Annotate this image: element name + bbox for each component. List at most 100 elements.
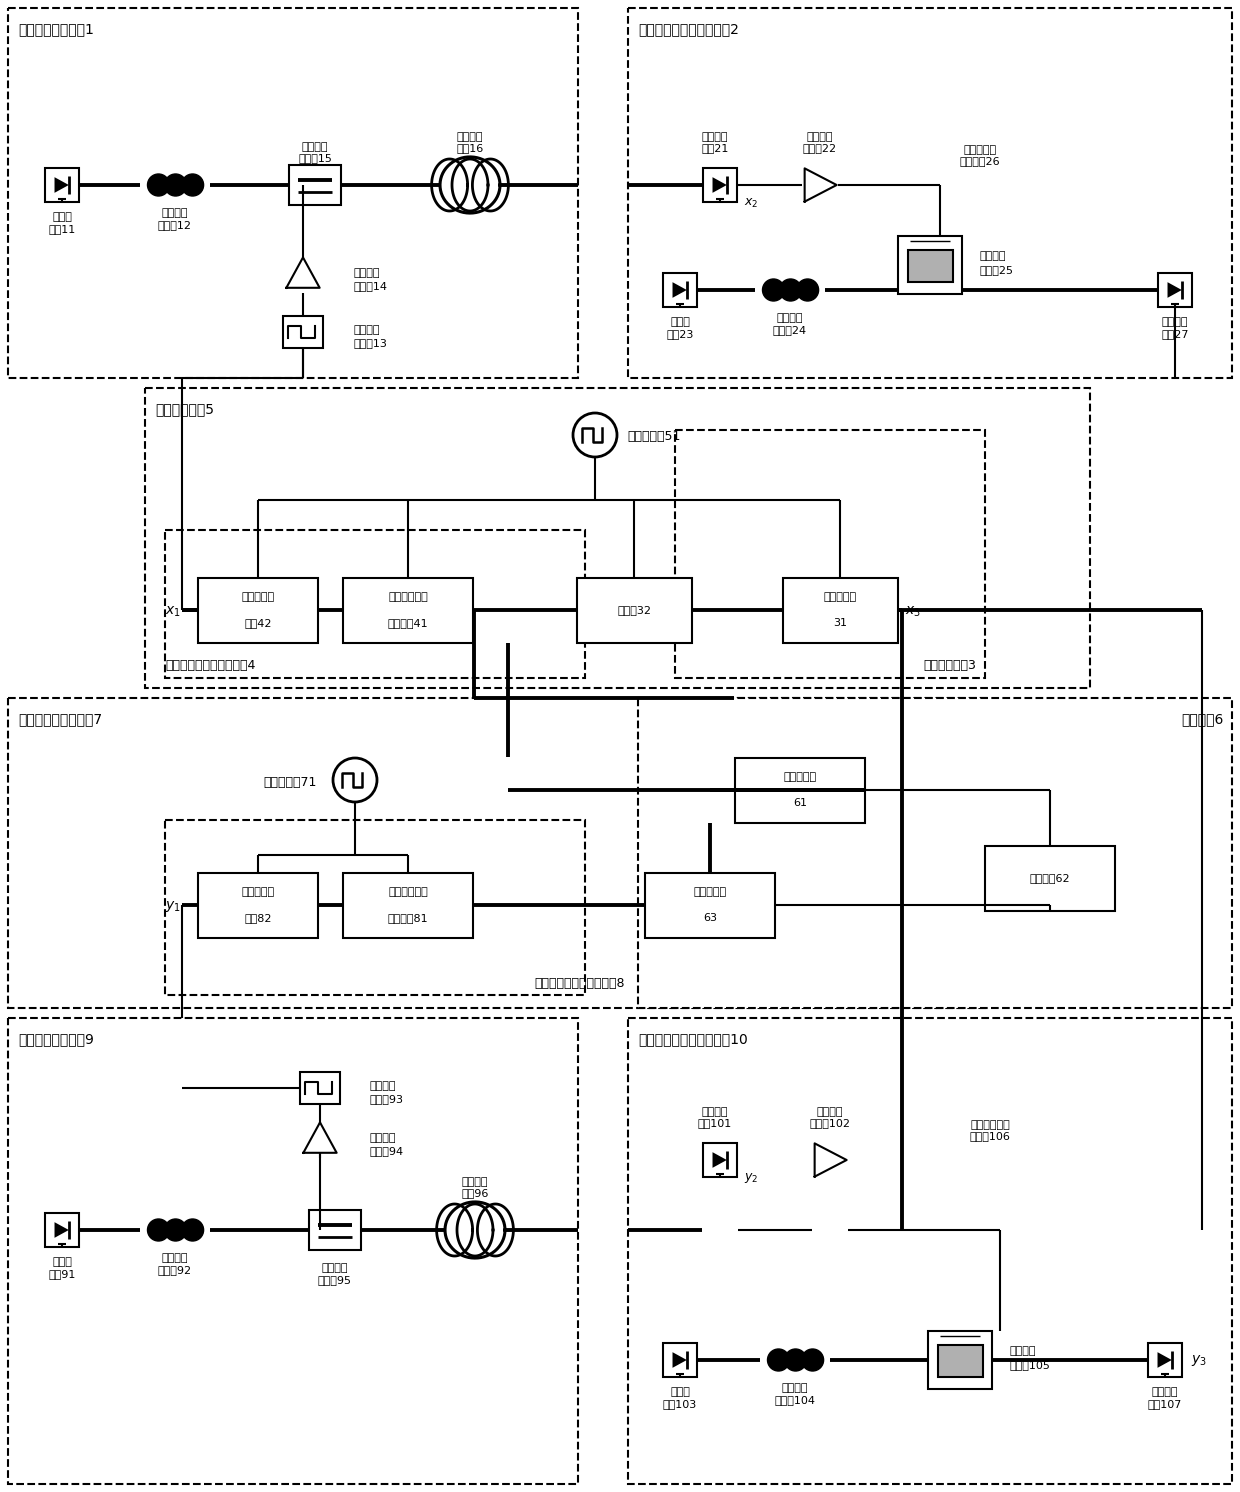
- Text: 第二数模转换模块9: 第二数模转换模块9: [19, 1032, 94, 1046]
- Bar: [145, 388, 1090, 688]
- Bar: [663, 273, 697, 307]
- Bar: [663, 1343, 697, 1377]
- Circle shape: [165, 1219, 186, 1241]
- Polygon shape: [55, 178, 68, 192]
- Bar: [309, 1210, 361, 1250]
- Bar: [675, 430, 985, 677]
- Text: 放大器14: 放大器14: [353, 280, 387, 291]
- Bar: [782, 577, 898, 643]
- Text: 63: 63: [703, 913, 717, 924]
- Text: 第四光探: 第四光探: [1152, 1388, 1178, 1397]
- Circle shape: [768, 1349, 790, 1371]
- Text: $x_2$: $x_2$: [744, 197, 759, 209]
- Text: 介质96: 介质96: [461, 1188, 489, 1198]
- Text: 测器101: 测器101: [698, 1118, 732, 1128]
- Polygon shape: [672, 282, 687, 298]
- Bar: [45, 1213, 79, 1247]
- Text: 光器23: 光器23: [666, 330, 693, 339]
- Polygon shape: [1168, 282, 1182, 298]
- Text: $y_3$: $y_3$: [1190, 1353, 1207, 1368]
- Polygon shape: [713, 1152, 727, 1168]
- Polygon shape: [55, 1222, 68, 1238]
- Text: 第一射频: 第一射频: [353, 269, 379, 278]
- Text: 第一数字非线: 第一数字非线: [388, 592, 428, 601]
- Bar: [289, 166, 341, 204]
- Text: 换器42: 换器42: [244, 618, 272, 628]
- Bar: [985, 846, 1115, 912]
- Text: 第三光探: 第三光探: [702, 1107, 728, 1118]
- Bar: [577, 577, 692, 643]
- Text: 测器27: 测器27: [1161, 330, 1189, 339]
- Bar: [639, 698, 1233, 1009]
- Text: 放大器102: 放大器102: [810, 1118, 851, 1128]
- Text: 第一数字非线性变换模块4: 第一数字非线性变换模块4: [165, 659, 255, 671]
- Text: 数字发射机: 数字发射机: [784, 771, 817, 782]
- Text: 控制器106: 控制器106: [970, 1131, 1011, 1141]
- Text: 第二偏振: 第二偏振: [776, 313, 804, 322]
- Text: 第一波形: 第一波形: [353, 325, 379, 336]
- Bar: [645, 873, 775, 938]
- Text: 第二射频: 第二射频: [370, 1132, 397, 1143]
- Text: $y_2$: $y_2$: [744, 1171, 759, 1185]
- Polygon shape: [805, 169, 837, 201]
- Circle shape: [165, 175, 186, 195]
- Text: 第二激: 第二激: [670, 316, 689, 327]
- Text: 第四射频: 第四射频: [817, 1107, 843, 1118]
- Text: 第一光探: 第一光探: [702, 131, 728, 142]
- Text: 同步信道6: 同步信道6: [1182, 712, 1224, 727]
- Text: 光器103: 光器103: [663, 1399, 697, 1408]
- Bar: [343, 873, 472, 938]
- Text: 第二波形: 第二波形: [370, 1082, 397, 1091]
- Circle shape: [763, 279, 785, 301]
- Text: 时钟信号源51: 时钟信号源51: [627, 431, 681, 443]
- Text: 第一相位: 第一相位: [301, 142, 329, 152]
- Text: 第二模拟非线性变换模块10: 第二模拟非线性变换模块10: [639, 1032, 748, 1046]
- Text: 整形器13: 整形器13: [353, 339, 387, 348]
- Text: $y_1$: $y_1$: [165, 900, 181, 915]
- Text: 放大器94: 放大器94: [370, 1146, 404, 1156]
- Polygon shape: [672, 1352, 687, 1368]
- Text: 第一模拟非线性变换模块2: 第一模拟非线性变换模块2: [639, 22, 739, 36]
- Text: 第二并串转: 第二并串转: [242, 888, 274, 897]
- Circle shape: [785, 1349, 806, 1371]
- Text: 第一并串转: 第一并串转: [242, 592, 274, 601]
- Text: 第二数字非线: 第二数字非线: [388, 888, 428, 897]
- Bar: [703, 1143, 737, 1177]
- Text: 第一激: 第一激: [52, 212, 72, 222]
- Bar: [283, 316, 322, 348]
- Text: 调制器15: 调制器15: [298, 154, 332, 163]
- Text: 测器107: 测器107: [1148, 1399, 1182, 1408]
- Text: 控制器12: 控制器12: [157, 219, 192, 230]
- Text: 第三偏振: 第三偏振: [161, 1253, 188, 1264]
- Circle shape: [780, 279, 801, 301]
- Circle shape: [148, 1219, 170, 1241]
- Text: 调制器95: 调制器95: [317, 1276, 352, 1285]
- Polygon shape: [304, 1122, 336, 1153]
- Text: 第二强度: 第二强度: [1011, 1346, 1037, 1356]
- Text: 控制器92: 控制器92: [157, 1265, 192, 1276]
- Text: 第一偏振: 第一偏振: [161, 207, 188, 218]
- Bar: [928, 1331, 992, 1389]
- Text: 第二数字非线性变换模块8: 第二数字非线性变换模块8: [534, 977, 625, 991]
- Bar: [703, 169, 737, 201]
- Text: 控制器24: 控制器24: [773, 325, 807, 336]
- Circle shape: [148, 175, 170, 195]
- Text: $x_3$: $x_3$: [905, 604, 921, 619]
- Bar: [735, 758, 866, 824]
- Text: 第四偏振: 第四偏振: [781, 1383, 808, 1394]
- Bar: [7, 1018, 578, 1485]
- Text: 第二偏置电压: 第二偏置电压: [970, 1120, 1009, 1129]
- Text: 31: 31: [833, 618, 847, 628]
- Text: 缓冲器32: 缓冲器32: [618, 604, 651, 615]
- Text: 模数转换器: 模数转换器: [823, 592, 857, 601]
- Text: 数字接收机: 数字接收机: [693, 888, 727, 897]
- Text: 换器82: 换器82: [244, 913, 272, 924]
- Text: 性变换器81: 性变换器81: [388, 913, 428, 924]
- Bar: [627, 1018, 1233, 1485]
- Bar: [7, 698, 988, 1009]
- Text: $x_1$: $x_1$: [165, 604, 181, 619]
- Polygon shape: [713, 178, 727, 192]
- Text: 第三激: 第三激: [52, 1256, 72, 1267]
- Bar: [627, 7, 1233, 377]
- Circle shape: [796, 279, 818, 301]
